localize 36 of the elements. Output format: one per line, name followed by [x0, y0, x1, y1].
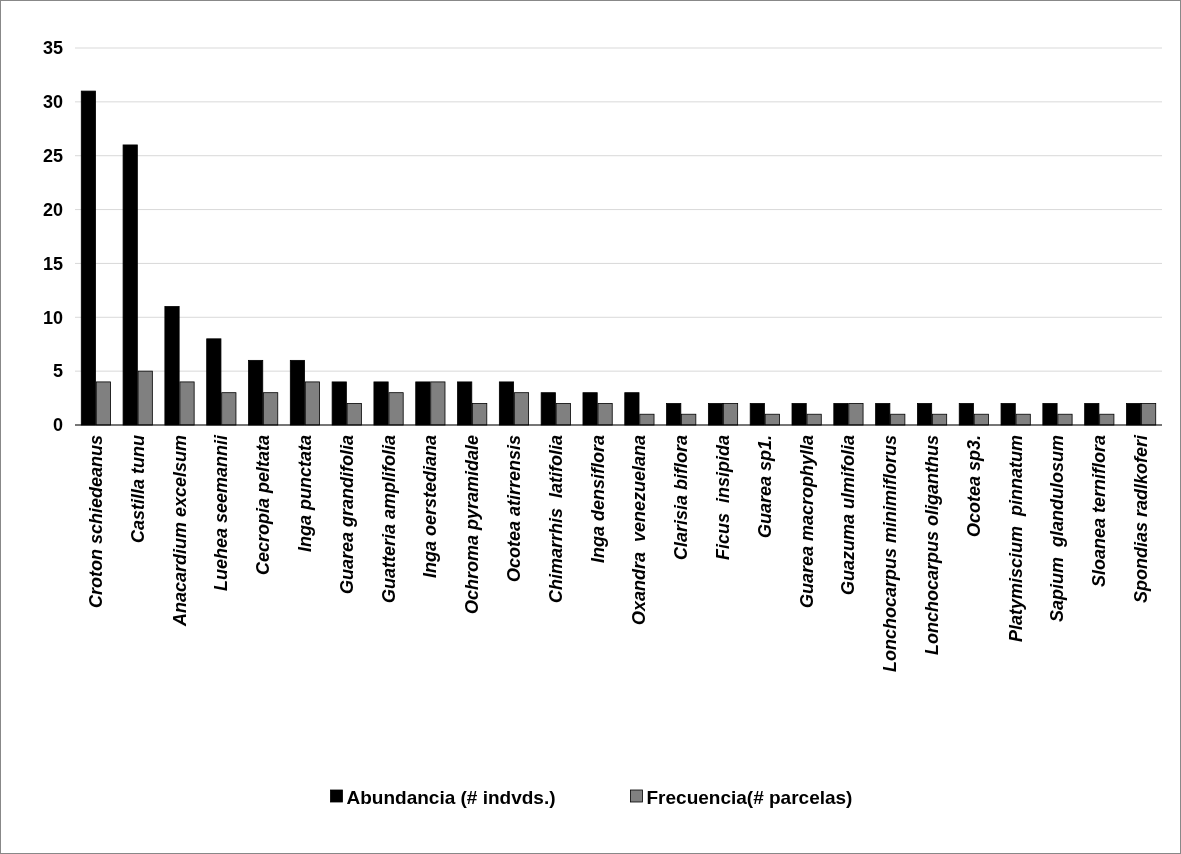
x-tick-label: Clarisia biflora [671, 435, 692, 561]
x-tick-label: Inga punctata [294, 435, 315, 553]
x-tick-label: Ochroma pyramidale [462, 435, 483, 615]
y-tick-label: 5 [52, 361, 63, 382]
y-tick-label: 35 [42, 38, 63, 59]
y-tick-label: 10 [42, 307, 63, 328]
y-tick-label: 30 [42, 92, 63, 113]
x-tick-label: Ocotea sp3. [963, 435, 984, 538]
x-tick-label: Spondias radlkoferi [1131, 434, 1152, 604]
x-tick-label: Lonchocarpus minimiflorus [880, 435, 901, 673]
x-tick-label: Sloanea terniflora [1089, 435, 1110, 588]
legend-label: Abundancia (# indvds.) [346, 786, 556, 808]
y-tick-label: 20 [42, 199, 63, 220]
x-tick-label: Castilla tunu [127, 435, 148, 544]
x-tick-label: Cecropia peltata [253, 435, 274, 576]
x-tick-label: Guarea sp1. [754, 435, 775, 539]
x-tick-label: Lonchocarpus oliganthus [922, 435, 943, 656]
x-tick-label: Inga densiflora [587, 435, 608, 564]
x-tick-label: Luehea seemannii [211, 434, 232, 592]
x-tick-label: Guazuma ulmifolia [838, 435, 859, 596]
x-tick-label: Croton schiedeanus [85, 435, 106, 609]
x-tick-label: Guarea macrophylla [796, 435, 817, 609]
x-tick-label: Sapium glandulosum [1047, 435, 1068, 623]
x-tick-label: Guarea grandifolia [336, 435, 357, 595]
y-tick-label: 0 [52, 415, 63, 436]
x-tick-label: Guatteria amplifolia [378, 435, 399, 604]
y-tick-label: 15 [42, 253, 63, 274]
x-tick-label: Platymiscium pinnatum [1005, 435, 1026, 643]
x-tick-label: Oxandra venezuelana [629, 435, 650, 626]
x-tick-label: Chimarrhis latifolia [545, 435, 566, 604]
legend-label: Frecuencia(# parcelas) [646, 786, 853, 808]
x-tick-label: Ocotea atirrensis [503, 435, 524, 583]
x-tick-label: Inga oerstediana [420, 435, 441, 579]
x-tick-label: Anacardium excelsum [169, 435, 190, 628]
y-tick-label: 25 [42, 146, 63, 167]
x-tick-label: Ficus insipida [713, 435, 734, 561]
